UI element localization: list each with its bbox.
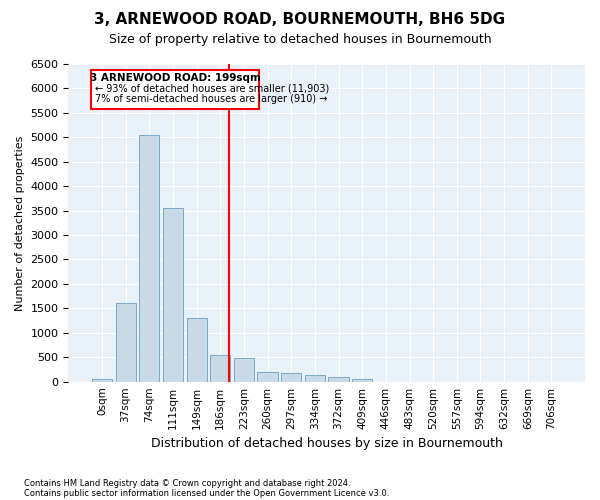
Text: 3 ARNEWOOD ROAD: 199sqm: 3 ARNEWOOD ROAD: 199sqm (90, 74, 261, 84)
Y-axis label: Number of detached properties: Number of detached properties (15, 135, 25, 310)
Bar (91, 70, 259, 110)
Bar (210, 355, 230, 382)
Bar (116, 304, 136, 382)
Bar (163, 208, 183, 382)
Text: Contains HM Land Registry data © Crown copyright and database right 2024.: Contains HM Land Registry data © Crown c… (24, 478, 350, 488)
Bar (92, 379, 112, 382)
Bar (187, 318, 206, 382)
Text: 3, ARNEWOOD ROAD, BOURNEMOUTH, BH6 5DG: 3, ARNEWOOD ROAD, BOURNEMOUTH, BH6 5DG (94, 12, 506, 28)
Bar (328, 377, 349, 382)
Bar (234, 358, 254, 382)
Bar (352, 379, 372, 382)
Text: Size of property relative to detached houses in Bournemouth: Size of property relative to detached ho… (109, 32, 491, 46)
X-axis label: Distribution of detached houses by size in Bournemouth: Distribution of detached houses by size … (151, 437, 503, 450)
Bar (257, 372, 278, 382)
Bar (305, 376, 325, 382)
Text: ← 93% of detached houses are smaller (11,903): ← 93% of detached houses are smaller (11… (95, 84, 329, 94)
Text: 7% of semi-detached houses are larger (910) →: 7% of semi-detached houses are larger (9… (95, 94, 327, 104)
Text: Contains public sector information licensed under the Open Government Licence v3: Contains public sector information licen… (24, 488, 389, 498)
Bar (139, 135, 160, 382)
Bar (281, 373, 301, 382)
